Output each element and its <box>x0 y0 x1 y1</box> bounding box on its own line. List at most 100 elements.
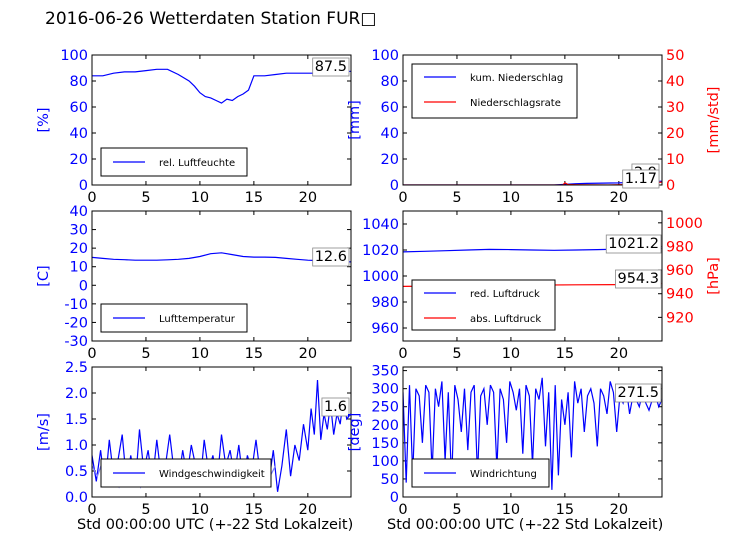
figure-title: 2016-06-26 Wetterdaten Station FUR□ <box>45 9 377 29</box>
value-label-box <box>312 57 350 77</box>
y-axis-label: [C] <box>36 265 52 286</box>
x-tick-label: 15 <box>556 346 574 362</box>
legend-label: Windrichtung <box>470 469 537 480</box>
y-tick-label: 250 <box>371 400 399 416</box>
plot-frame <box>402 54 663 186</box>
temperature-panel: 0 5 10 15 20 -30 -20 -10 0 10 20 30 40 [C] Lufttempera… <box>36 204 352 362</box>
x-tick-label: 15 <box>245 346 263 362</box>
legend-label: abs. Luftdruck <box>470 314 541 325</box>
value-label: 1.6 <box>324 399 347 415</box>
x-axis-label-left: Std 00:00:00 UTC (+-22 Std Lokalzeit) <box>77 517 354 533</box>
y-tick-label: 20 <box>381 152 399 168</box>
precip-panel: 0 5 10 15 20 0 20 40 60 80 100 0 10 20 30 40 50 [mm] [mm/s… <box>347 48 722 206</box>
y-right-tick-label: 20 <box>666 126 684 142</box>
x-tick-label: 20 <box>610 190 628 206</box>
x-tick-label: 20 <box>610 502 628 518</box>
x-tick-label: 15 <box>245 190 263 206</box>
value-label-box <box>321 397 350 417</box>
x-tick-label: 10 <box>191 190 209 206</box>
x-tick-label: 20 <box>610 346 628 362</box>
x-tick-label: 15 <box>245 502 263 518</box>
y-right-tick-label: 980 <box>666 239 694 255</box>
y-tick-label: 40 <box>70 204 88 220</box>
x-tick-label: 10 <box>191 502 209 518</box>
value-label: 271.5 <box>617 385 659 401</box>
y-tick-label: 80 <box>70 74 88 90</box>
y-right-tick-label: 0 <box>666 178 675 194</box>
y-tick-label: 0.5 <box>65 464 88 480</box>
x-tick-label: 10 <box>191 346 209 362</box>
y-tick-label: -20 <box>64 315 88 331</box>
x-tick-label: 20 <box>299 346 317 362</box>
y-tick-label: 40 <box>381 126 399 142</box>
x-tick-label: 5 <box>452 346 461 362</box>
legend-label: rel. Luftfeuchte <box>159 158 235 169</box>
y-tick-label: 150 <box>371 436 399 452</box>
plot-frame <box>91 366 352 498</box>
plot-frame <box>91 54 352 186</box>
y-axis-label: [deg] <box>347 413 363 452</box>
y-right-tick-label: 30 <box>666 100 684 116</box>
y-tick-label: 0 <box>390 490 399 506</box>
windspeed-panel: 0 5 10 15 20 0.0 0.5 1.0 1.5 2.0 2.5 [m/s] Windgesch… <box>36 360 352 518</box>
y-tick-label: 100 <box>60 48 88 64</box>
x-tick-label: 10 <box>502 502 520 518</box>
y-tick-label: 0 <box>79 278 88 294</box>
series-line <box>92 252 351 263</box>
y-right-tick-label: 960 <box>666 263 694 279</box>
y-tick-label: 0.0 <box>65 490 88 506</box>
y-tick-label: 100 <box>371 454 399 470</box>
legend-label: Niederschlagsrate <box>470 98 561 109</box>
x-tick-label: 0 <box>87 346 96 362</box>
series-line <box>92 379 351 492</box>
y-tick-label: 1040 <box>362 217 399 233</box>
y-axis-label: [m/s] <box>36 413 52 451</box>
legend-box <box>411 63 578 119</box>
value-label-box <box>615 269 662 289</box>
y-right-tick-label: 1000 <box>666 216 703 232</box>
y-tick-label: -10 <box>64 297 88 313</box>
y-tick-label: 30 <box>70 223 88 239</box>
humidity-panel: 0 5 10 15 20 0 20 40 60 80 100 [%] rel. Luftfeuchte 8… <box>36 48 352 206</box>
x-tick-label: 0 <box>398 502 407 518</box>
value-label: 1021.2 <box>608 236 659 252</box>
y-tick-label: 10 <box>70 260 88 276</box>
y-tick-label: 200 <box>371 418 399 434</box>
x-tick-label: 0 <box>87 502 96 518</box>
y-right-tick-label: 40 <box>666 74 684 90</box>
legend-label: Windgeschwindigkeit <box>159 469 265 480</box>
x-tick-label: 10 <box>502 190 520 206</box>
x-tick-label: 5 <box>452 190 461 206</box>
x-tick-label: 5 <box>141 346 150 362</box>
x-tick-label: 0 <box>398 346 407 362</box>
y-tick-label: 350 <box>371 364 399 380</box>
legend-label: red. Luftdruck <box>470 289 540 300</box>
y-tick-label: 1020 <box>362 243 399 259</box>
value-label-box <box>622 169 660 189</box>
x-tick-label: 0 <box>398 190 407 206</box>
y-tick-label: 0 <box>79 178 88 194</box>
series-line <box>92 68 351 104</box>
value-label: 87.5 <box>315 59 347 75</box>
x-tick-label: 20 <box>299 190 317 206</box>
value-label-box <box>615 383 662 403</box>
x-tick-label: 15 <box>556 502 574 518</box>
y-tick-label: 100 <box>371 48 399 64</box>
y-right-axis-label: [hPa] <box>706 257 722 294</box>
y-axis-label: [mm] <box>347 100 363 140</box>
plot-frame <box>402 210 663 342</box>
y-tick-label: 0 <box>390 178 399 194</box>
value-label-box <box>312 247 350 267</box>
y-tick-label: 1000 <box>362 269 399 285</box>
plot-frame <box>91 210 352 342</box>
value-label: 1.17 <box>625 171 657 187</box>
y-tick-label: 2.5 <box>65 360 88 376</box>
x-tick-label: 5 <box>452 502 461 518</box>
y-tick-label: 1.0 <box>65 438 88 454</box>
x-tick-label: 15 <box>556 190 574 206</box>
y-tick-label: -30 <box>64 334 88 350</box>
x-tick-label: 5 <box>141 502 150 518</box>
y-right-axis-label: [mm/std] <box>706 87 722 154</box>
y-axis-label: [%] <box>36 107 52 132</box>
